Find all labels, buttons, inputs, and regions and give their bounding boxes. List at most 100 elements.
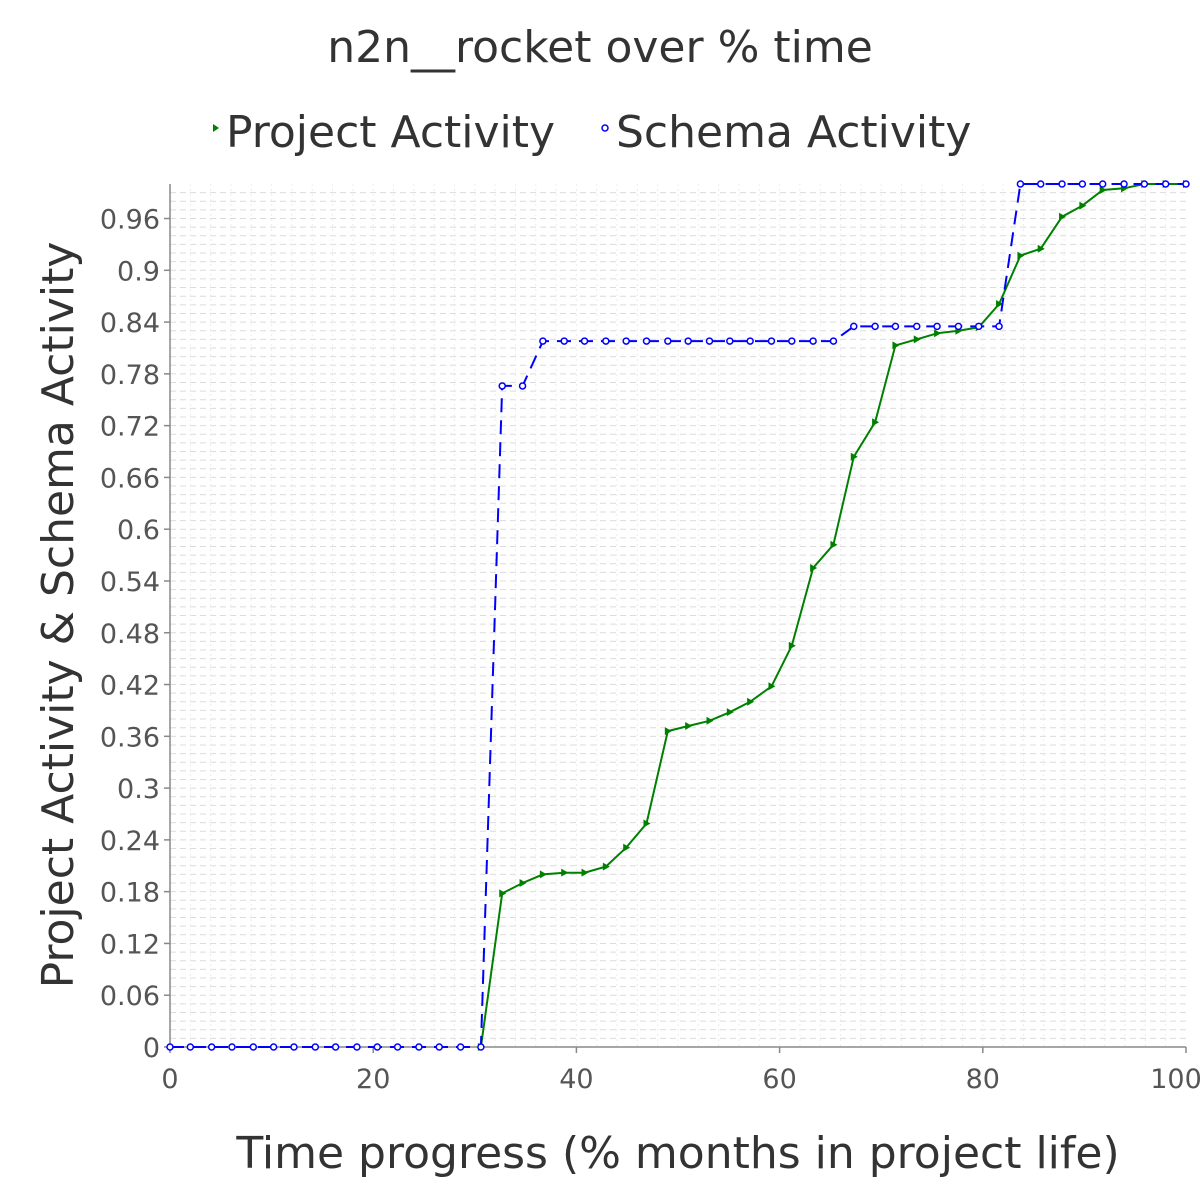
y-tick-label: 0.54 — [100, 567, 160, 598]
legend[interactable]: Project Activity Schema Activity — [213, 107, 971, 158]
data-point — [580, 337, 589, 345]
data-point — [850, 322, 858, 331]
y-tick-label: 0.96 — [100, 205, 160, 236]
series-line-schema-activity — [170, 183, 1186, 1048]
data-point — [829, 337, 838, 345]
data-point — [664, 337, 672, 345]
data-point — [1182, 180, 1190, 188]
grid — [170, 184, 1186, 1047]
x-axis-label: Time progress (% months in project life) — [235, 1128, 1119, 1179]
legend-item-schema-activity[interactable]: Schema Activity — [601, 107, 971, 158]
data-point — [809, 337, 817, 345]
data-point — [685, 721, 693, 730]
legend-label-project-activity: Project Activity — [226, 107, 555, 158]
data-point — [933, 322, 941, 331]
data-point — [249, 1043, 258, 1051]
data-point — [726, 337, 734, 345]
y-tick-label: 0.72 — [100, 412, 160, 443]
y-tick-label: 0.18 — [100, 878, 160, 909]
data-point — [331, 1043, 340, 1051]
data-point — [830, 540, 838, 549]
data-point — [561, 868, 569, 877]
x-tick-label: 80 — [966, 1064, 1000, 1095]
y-tick-label: 0 — [143, 1033, 160, 1064]
data-point — [269, 1043, 278, 1051]
data-point — [456, 1043, 465, 1051]
x-tick-label: 0 — [161, 1064, 178, 1095]
data-point — [1079, 201, 1087, 210]
data-point — [166, 1043, 174, 1051]
series-schema-activity — [166, 180, 1190, 1051]
x-tick-label: 20 — [356, 1064, 390, 1095]
legend-item-project-activity[interactable]: Project Activity — [213, 107, 555, 158]
y-tick-label: 0.06 — [100, 981, 160, 1012]
y-tick-label: 0.12 — [100, 929, 160, 960]
data-point — [767, 337, 776, 345]
data-point — [810, 564, 818, 573]
data-point — [706, 716, 714, 725]
data-point — [788, 641, 796, 650]
x-axis-ticks: 0 20 40 60 80 100 — [161, 1047, 1200, 1095]
y-tick-label: 0.36 — [100, 722, 160, 753]
chart-title: n2n__rocket over % time — [327, 22, 873, 73]
y-tick-label: 0.24 — [100, 826, 160, 857]
data-point — [560, 337, 568, 345]
data-point — [1017, 251, 1025, 260]
data-point — [913, 335, 921, 344]
y-tick-label: 0.84 — [100, 308, 160, 339]
x-tick-label: 100 — [1150, 1064, 1200, 1095]
data-point — [642, 337, 651, 345]
data-point — [186, 1043, 195, 1051]
x-tick-label: 60 — [762, 1064, 796, 1095]
data-point — [788, 337, 796, 345]
data-point — [871, 322, 879, 331]
data-point — [415, 1043, 423, 1051]
y-axis-ticks: 0 0.06 0.12 0.18 0.24 0.3 0.36 0.42 0.48 0.54 0.6 0… — [100, 205, 170, 1064]
data-point — [1078, 180, 1087, 188]
series-layer — [166, 180, 1190, 1051]
y-tick-label: 0.48 — [100, 619, 160, 650]
y-tick-label: 0.6 — [117, 515, 160, 546]
data-point — [498, 382, 506, 390]
data-point — [891, 322, 900, 331]
data-point — [539, 337, 547, 345]
data-point — [499, 889, 507, 898]
data-point — [393, 1043, 402, 1051]
data-point — [539, 870, 547, 879]
data-point — [228, 1043, 236, 1051]
data-point — [1058, 180, 1066, 188]
data-point — [581, 868, 589, 877]
data-point — [519, 879, 527, 888]
data-point — [477, 1043, 485, 1051]
legend-label-schema-activity: Schema Activity — [616, 107, 971, 158]
data-point — [746, 337, 754, 345]
y-axis-label: Project Activity & Schema Activity — [33, 242, 84, 989]
data-point — [995, 322, 1003, 331]
data-point — [602, 862, 610, 871]
data-point — [872, 418, 880, 427]
data-point — [290, 1043, 298, 1051]
y-tick-label: 0.3 — [117, 774, 160, 805]
x-tick-label: 40 — [559, 1064, 593, 1095]
data-point — [1120, 180, 1128, 188]
data-point — [892, 341, 900, 350]
data-point — [913, 322, 921, 331]
data-point — [1036, 180, 1045, 188]
data-point — [643, 819, 651, 828]
data-point — [207, 1043, 216, 1051]
data-point — [747, 697, 755, 706]
legend-marker-schema-activity — [601, 124, 609, 132]
data-point — [622, 337, 630, 345]
data-point — [1016, 180, 1025, 188]
data-point — [1099, 186, 1107, 195]
data-point — [934, 329, 942, 338]
data-point — [1059, 212, 1067, 221]
data-point — [435, 1043, 443, 1051]
data-point — [850, 452, 858, 461]
y-tick-label: 0.66 — [100, 463, 160, 494]
data-point — [602, 337, 610, 345]
data-point — [705, 337, 714, 345]
data-point — [954, 322, 963, 331]
data-point — [1037, 244, 1045, 253]
